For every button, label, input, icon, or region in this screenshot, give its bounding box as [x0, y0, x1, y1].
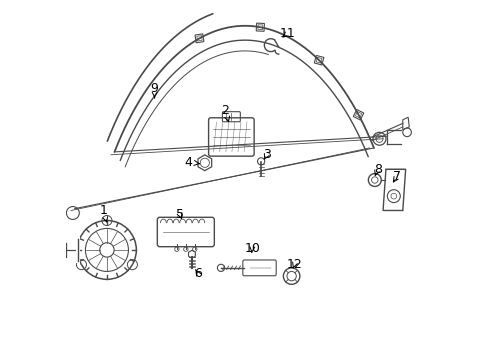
Text: 9: 9: [151, 82, 159, 98]
Text: 1: 1: [99, 204, 108, 222]
Text: 4: 4: [184, 156, 199, 168]
Text: 6: 6: [194, 267, 201, 280]
Text: 10: 10: [244, 242, 260, 255]
Text: 12: 12: [287, 258, 302, 271]
Text: 8: 8: [374, 163, 382, 176]
Text: 2: 2: [221, 104, 230, 122]
Text: 3: 3: [263, 148, 270, 161]
Text: 7: 7: [393, 170, 401, 183]
Text: 11: 11: [279, 27, 295, 40]
Text: 5: 5: [176, 208, 184, 221]
